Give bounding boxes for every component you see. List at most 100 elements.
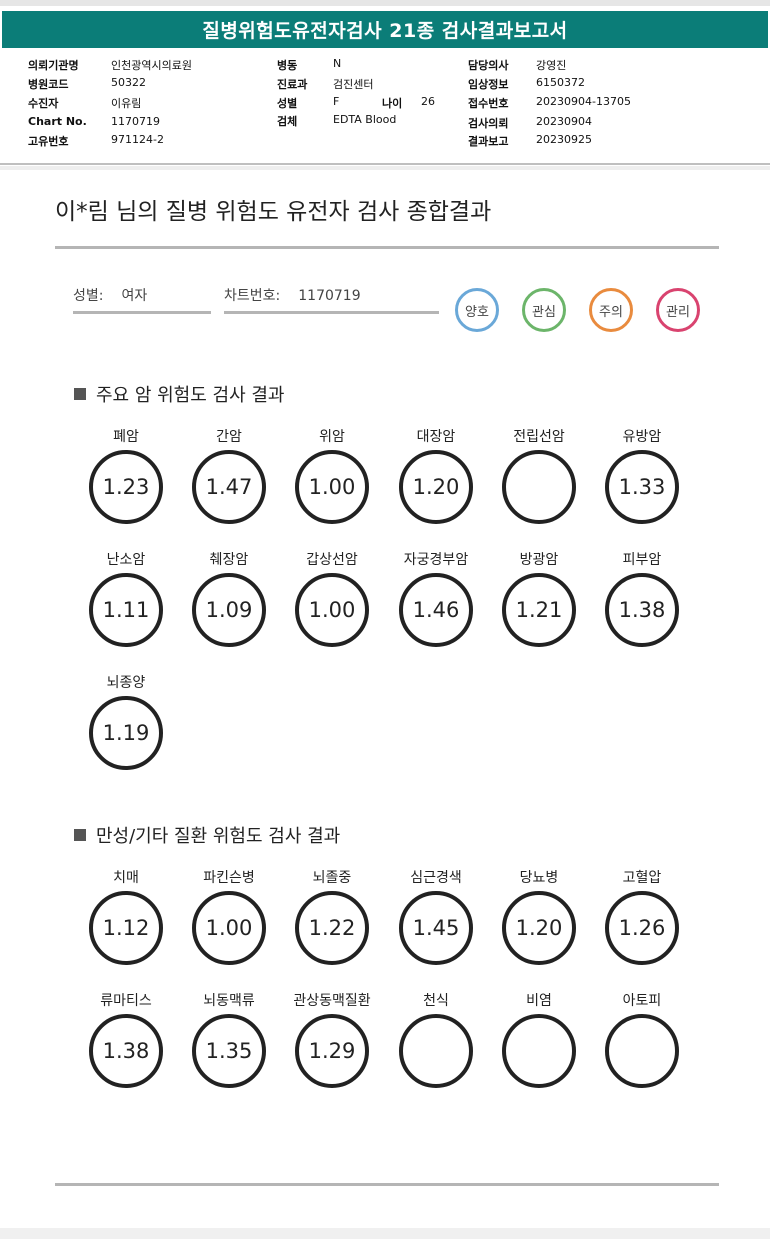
result-item-name: 치매 bbox=[113, 870, 139, 886]
result-item: 피부암 1.38 bbox=[590, 549, 694, 659]
gender-label: 성별: bbox=[73, 288, 104, 304]
result-item: 폐암 1.23 bbox=[74, 426, 178, 536]
report-header-title: 질병위험도유전자검사 21종 검사결과보고서 bbox=[2, 11, 768, 48]
section-cancer-title: 주요 암 위험도 검사 결과 bbox=[74, 381, 285, 407]
result-score-circle: 1.20 bbox=[502, 891, 576, 965]
result-item-name: 고혈압 bbox=[622, 870, 662, 886]
result-item: 유방암 1.33 bbox=[590, 426, 694, 536]
result-score-circle: 1.26 bbox=[605, 891, 679, 965]
info-label-department: 진료과 bbox=[277, 78, 308, 91]
result-item: 대장암 1.20 bbox=[384, 426, 488, 536]
result-item: 치매 1.12 bbox=[74, 867, 178, 977]
result-item: 심근경색 1.45 bbox=[384, 867, 488, 977]
result-score-circle: 1.11 bbox=[89, 573, 163, 647]
result-score-circle: 1.00 bbox=[295, 573, 369, 647]
result-item-name: 류마티스 bbox=[100, 993, 152, 1009]
result-item-name: 뇌동맥류 bbox=[203, 993, 255, 1009]
info-value-institution: 인천광역시의료원 bbox=[111, 59, 192, 72]
result-item-name: 대장암 bbox=[416, 429, 456, 445]
info-value-age: 26 bbox=[421, 95, 435, 108]
chart-number-field: 차트번호: 1170719 bbox=[224, 285, 439, 314]
result-score-circle bbox=[502, 450, 576, 524]
result-item: 췌장암 1.09 bbox=[177, 549, 281, 659]
result-score-circle: 1.00 bbox=[192, 891, 266, 965]
info-label-patient: 수진자 bbox=[28, 97, 59, 110]
result-item: 방광암 1.21 bbox=[487, 549, 591, 659]
section-chronic-label: 만성/기타 질환 위험도 검사 결과 bbox=[96, 826, 341, 847]
result-score-circle: 1.29 bbox=[295, 1014, 369, 1088]
result-item: 난소암 1.11 bbox=[74, 549, 178, 659]
info-label-doctor: 담당의사 bbox=[468, 59, 509, 72]
result-item: 아토피 bbox=[590, 990, 694, 1100]
info-label-ward: 병동 bbox=[277, 59, 298, 72]
info-label-unique-id: 고유번호 bbox=[28, 135, 69, 148]
info-label-institution: 의뢰기관명 bbox=[28, 59, 79, 72]
chart-number-value: 1170719 bbox=[298, 288, 361, 304]
result-item: 전립선암 bbox=[487, 426, 591, 536]
result-item-name: 파킨슨병 bbox=[203, 870, 255, 886]
result-item: 파킨슨병 1.00 bbox=[177, 867, 281, 977]
result-item-name: 갑상선암 bbox=[306, 552, 358, 568]
result-score-circle: 1.22 bbox=[295, 891, 369, 965]
result-item: 당뇨병 1.20 bbox=[487, 867, 591, 977]
result-score-circle: 1.00 bbox=[295, 450, 369, 524]
result-item-name: 천식 bbox=[423, 993, 449, 1009]
result-score-circle: 1.38 bbox=[605, 573, 679, 647]
result-item: 류마티스 1.38 bbox=[74, 990, 178, 1100]
info-value-sex: F bbox=[333, 95, 340, 108]
result-item-name: 뇌졸중 bbox=[312, 870, 352, 886]
result-score-circle bbox=[502, 1014, 576, 1088]
top-border bbox=[0, 0, 770, 6]
result-item-name: 자궁경부암 bbox=[403, 552, 469, 568]
result-item-name: 방광암 bbox=[519, 552, 559, 568]
bottom-band bbox=[0, 1228, 770, 1239]
result-item: 관상동맥질환 1.29 bbox=[280, 990, 384, 1100]
info-value-unique-id: 971124-2 bbox=[111, 133, 164, 146]
result-item-name: 유방암 bbox=[622, 429, 662, 445]
result-score-circle: 1.47 bbox=[192, 450, 266, 524]
section-bullet-icon bbox=[74, 829, 86, 841]
result-item: 뇌종양 1.19 bbox=[74, 672, 178, 782]
result-item: 고혈압 1.26 bbox=[590, 867, 694, 977]
result-score-circle: 1.35 bbox=[192, 1014, 266, 1088]
result-score-circle: 1.09 bbox=[192, 573, 266, 647]
result-item: 비염 bbox=[487, 990, 591, 1100]
result-score-circle: 1.45 bbox=[399, 891, 473, 965]
gender-value: 여자 bbox=[121, 288, 148, 304]
result-score-circle bbox=[399, 1014, 473, 1088]
chart-number-label: 차트번호: bbox=[224, 288, 281, 304]
legend-caution: 주의 bbox=[589, 288, 633, 332]
result-item: 뇌졸중 1.22 bbox=[280, 867, 384, 977]
result-score-circle: 1.33 bbox=[605, 450, 679, 524]
result-item: 천식 bbox=[384, 990, 488, 1100]
result-score-circle bbox=[605, 1014, 679, 1088]
result-item-name: 간암 bbox=[216, 429, 242, 445]
info-label-sex: 성별 bbox=[277, 97, 298, 110]
gender-field: 성별: 여자 bbox=[73, 285, 211, 314]
result-item-name: 심근경색 bbox=[410, 870, 462, 886]
result-item: 간암 1.47 bbox=[177, 426, 281, 536]
summary-divider bbox=[55, 246, 719, 249]
info-value-ward: N bbox=[333, 57, 342, 70]
info-divider-shadow bbox=[0, 166, 770, 170]
bottom-divider bbox=[55, 1183, 719, 1186]
result-item: 갑상선암 1.00 bbox=[280, 549, 384, 659]
result-score-circle: 1.20 bbox=[399, 450, 473, 524]
patient-info-block: 의뢰기관명 인천광역시의료원 병원코드 50322 수진자 이유림 Chart … bbox=[0, 48, 770, 166]
info-value-doctor: 강영진 bbox=[536, 59, 567, 72]
result-score-circle: 1.21 bbox=[502, 573, 576, 647]
info-value-request-date: 20230904 bbox=[536, 115, 592, 128]
section-chronic-title: 만성/기타 질환 위험도 검사 결과 bbox=[74, 822, 340, 848]
info-label-hospital-code: 병원코드 bbox=[28, 78, 69, 91]
info-label-report-date: 결과보고 bbox=[468, 135, 509, 148]
result-item: 위암 1.00 bbox=[280, 426, 384, 536]
result-item-name: 뇌종양 bbox=[106, 675, 146, 691]
info-value-chart-no: 1170719 bbox=[111, 115, 160, 128]
result-item-name: 췌장암 bbox=[209, 552, 249, 568]
info-value-clinical-info: 6150372 bbox=[536, 76, 585, 89]
result-item-name: 난소암 bbox=[106, 552, 146, 568]
section-cancer-label: 주요 암 위험도 검사 결과 bbox=[96, 385, 285, 406]
result-score-circle: 1.38 bbox=[89, 1014, 163, 1088]
info-value-specimen: EDTA Blood bbox=[333, 113, 397, 126]
info-value-department: 검진센터 bbox=[333, 78, 374, 91]
